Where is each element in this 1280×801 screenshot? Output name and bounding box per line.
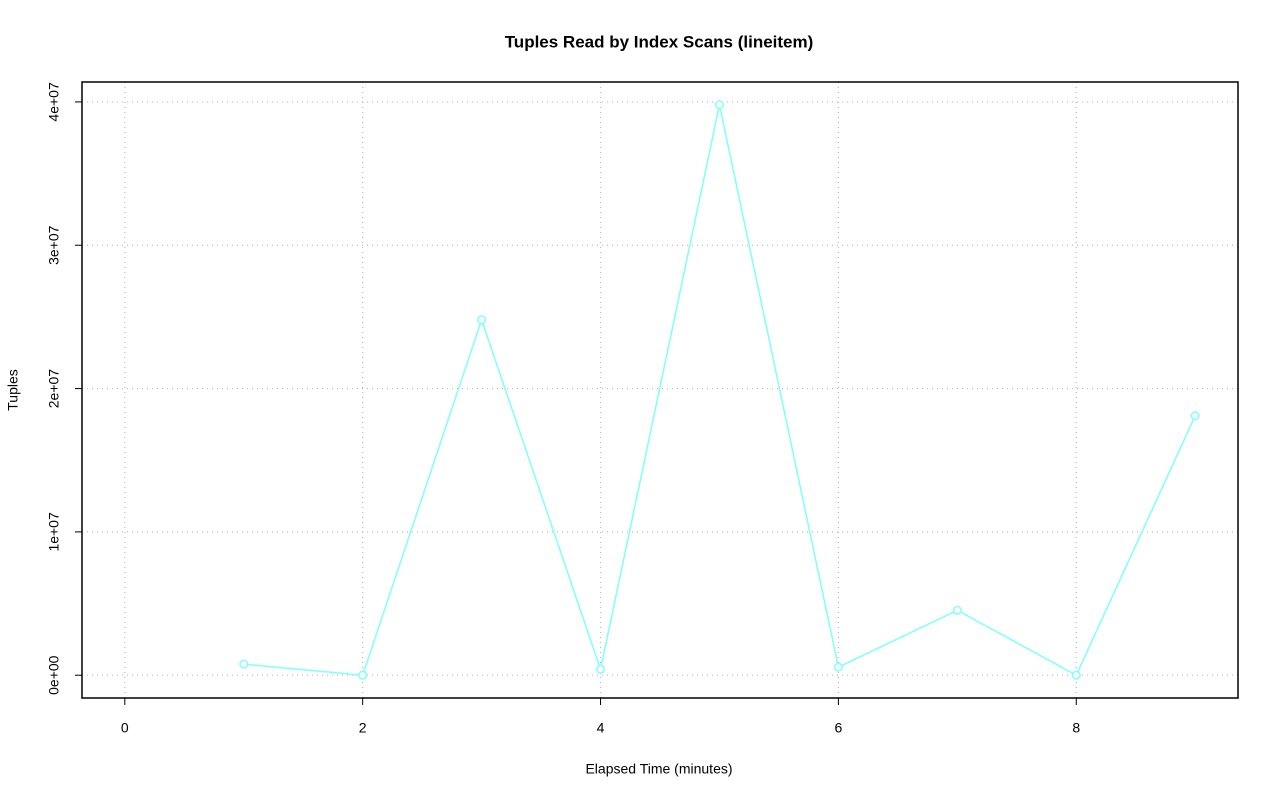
x-tick-label: 6 [834, 720, 842, 736]
y-tick-label: 2e+07 [46, 369, 62, 409]
data-point [1071, 670, 1081, 680]
y-axis-label: Tuples [5, 369, 21, 411]
plot-frame [81, 81, 1239, 699]
data-point [833, 662, 843, 672]
x-axis-label: Elapsed Time (minutes) [585, 761, 732, 777]
chart-title: Tuples Read by Index Scans (lineitem) [505, 32, 814, 51]
data-point [952, 605, 962, 615]
x-tick-label: 0 [121, 720, 129, 736]
y-tick-label: 0e+00 [46, 655, 62, 695]
y-tick-label: 1e+07 [46, 512, 62, 552]
data-point [477, 315, 487, 325]
x-tick-label: 2 [359, 720, 367, 736]
data-point [358, 670, 368, 680]
x-tick-label: 4 [597, 720, 605, 736]
x-tick-label: 8 [1072, 720, 1080, 736]
y-tick-label: 4e+07 [46, 82, 62, 122]
data-point [714, 100, 725, 110]
data-point [1190, 411, 1200, 421]
data-point [595, 664, 606, 674]
y-tick-label: 3e+07 [46, 225, 62, 265]
data-point [239, 659, 249, 669]
